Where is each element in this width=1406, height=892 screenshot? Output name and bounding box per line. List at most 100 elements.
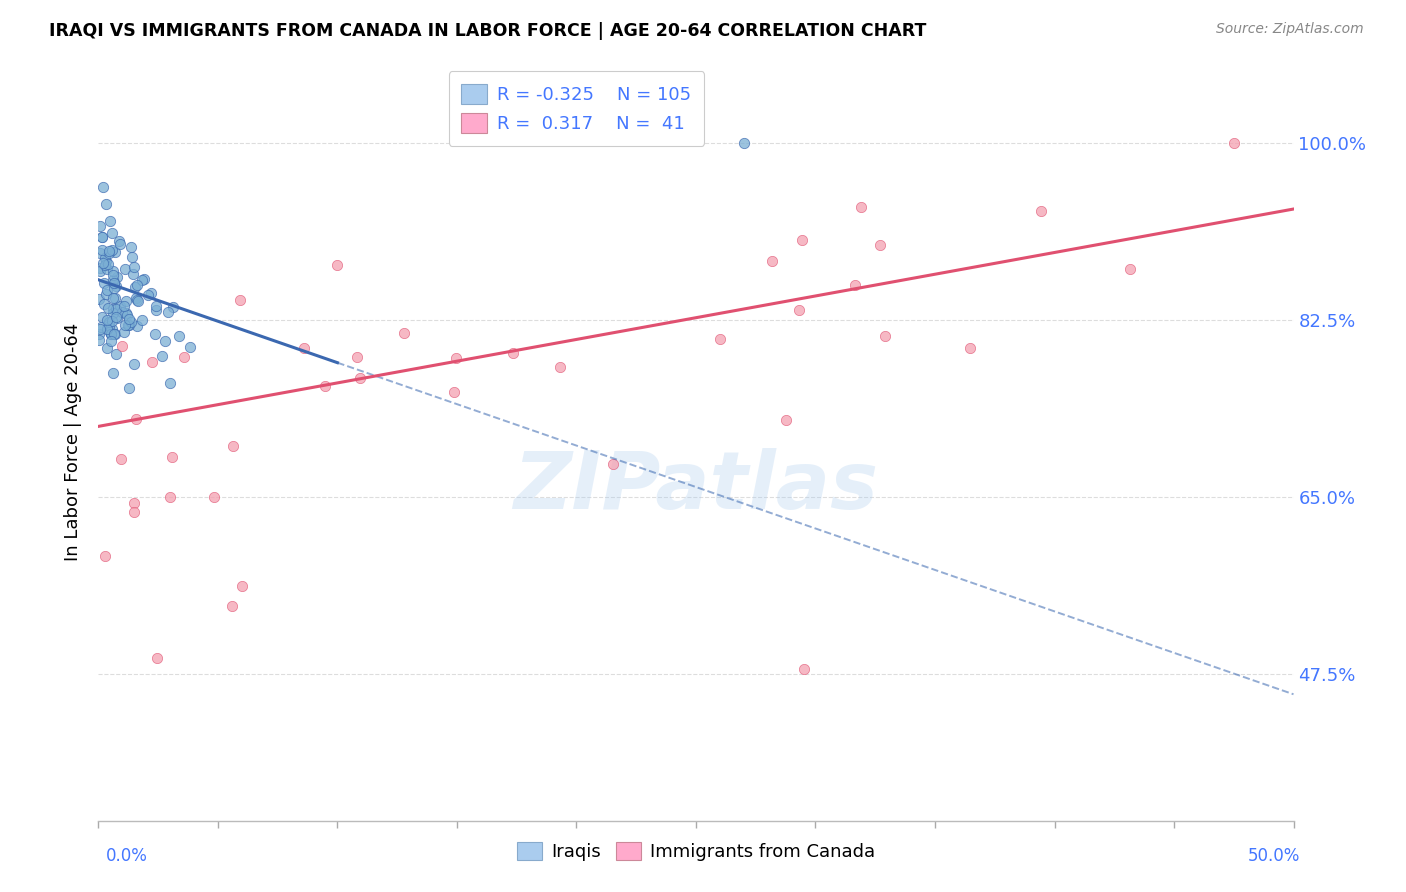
Point [162, 301, 184, 315]
Y-axis label: In Labor Force | Age 20-64: In Labor Force | Age 20-64 [65, 322, 83, 561]
Point [117, 318, 139, 332]
Point [89, 322, 111, 336]
Point [89, 260, 111, 275]
Point [127, 293, 149, 308]
Point [103, 264, 125, 278]
Point [96, 197, 118, 211]
Point [105, 278, 128, 293]
Point [93, 297, 115, 311]
Point [124, 280, 146, 294]
Point [101, 367, 124, 381]
Point [96, 322, 118, 336]
Point [444, 351, 467, 365]
Point [118, 381, 141, 395]
Point [100, 327, 122, 342]
Point [790, 233, 813, 247]
Point [125, 293, 148, 307]
Point [101, 268, 124, 282]
Point [103, 292, 125, 306]
Point [709, 332, 731, 346]
Point [120, 240, 142, 254]
Point [131, 313, 153, 327]
Legend: Iraqis, Immigrants from Canada: Iraqis, Immigrants from Canada [510, 835, 882, 869]
Point [121, 250, 143, 264]
Point [93, 251, 115, 265]
Point [97, 301, 120, 315]
Point [844, 278, 866, 293]
Point [105, 310, 128, 325]
Point [125, 277, 148, 292]
Point [90, 229, 112, 244]
Point [100, 243, 122, 257]
Point [97, 245, 120, 260]
Point [1223, 136, 1246, 151]
Point [104, 327, 127, 342]
Point [91, 256, 114, 270]
Point [100, 326, 122, 341]
Point [104, 244, 127, 259]
Point [602, 457, 624, 471]
Point [959, 341, 981, 355]
Point [111, 305, 134, 319]
Point [98, 315, 121, 329]
Text: IRAQI VS IMMIGRANTS FROM CANADA IN LABOR FORCE | AGE 20-64 CORRELATION CHART: IRAQI VS IMMIGRANTS FROM CANADA IN LABOR… [49, 22, 927, 40]
Point [229, 293, 252, 307]
Point [152, 349, 174, 363]
Point [314, 379, 336, 393]
Point [114, 306, 136, 320]
Point [145, 299, 167, 313]
Point [91, 243, 114, 257]
Point [125, 291, 148, 305]
Point [131, 273, 153, 287]
Point [89, 246, 111, 260]
Point [145, 303, 167, 318]
Point [110, 299, 132, 313]
Text: 50.0%: 50.0% [1249, 847, 1301, 865]
Point [105, 301, 128, 316]
Point [98, 325, 121, 339]
Point [110, 452, 132, 467]
Point [231, 579, 253, 593]
Point [326, 258, 349, 272]
Point [90, 310, 112, 324]
Point [143, 327, 166, 342]
Point [96, 283, 118, 297]
Point [98, 318, 121, 333]
Point [101, 291, 124, 305]
Point [93, 276, 115, 290]
Point [793, 662, 815, 676]
Point [179, 340, 201, 354]
Point [349, 371, 371, 385]
Point [94, 258, 117, 272]
Point [115, 293, 138, 308]
Point [733, 136, 755, 151]
Point [91, 230, 114, 244]
Point [502, 346, 524, 360]
Point [91, 180, 114, 194]
Point [122, 267, 145, 281]
Point [155, 334, 177, 348]
Point [118, 318, 141, 332]
Point [107, 270, 129, 285]
Point [346, 350, 368, 364]
Point [101, 273, 124, 287]
Point [90, 320, 112, 334]
Point [141, 355, 163, 369]
Point [94, 549, 117, 563]
Point [136, 288, 159, 302]
Text: 0.0%: 0.0% [105, 847, 148, 865]
Point [96, 262, 118, 277]
Point [89, 333, 111, 347]
Point [139, 285, 162, 300]
Point [787, 302, 810, 317]
Point [167, 329, 190, 343]
Point [873, 329, 896, 343]
Point [122, 505, 145, 519]
Point [115, 308, 138, 322]
Point [156, 305, 179, 319]
Point [221, 599, 243, 613]
Point [122, 357, 145, 371]
Point [112, 326, 135, 340]
Point [105, 347, 128, 361]
Point [849, 200, 872, 214]
